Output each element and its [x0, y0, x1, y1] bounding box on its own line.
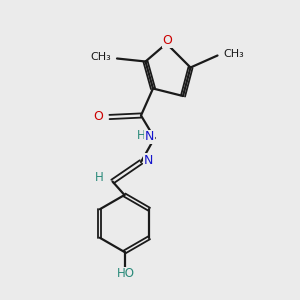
- Text: O: O: [93, 110, 103, 124]
- Text: N: N: [145, 130, 154, 143]
- Text: H: H: [137, 129, 146, 142]
- Text: H: H: [95, 171, 104, 184]
- Text: O: O: [162, 34, 172, 47]
- Text: N: N: [144, 154, 153, 167]
- Text: CH₃: CH₃: [90, 52, 111, 62]
- Text: CH₃: CH₃: [224, 49, 244, 59]
- Text: HO: HO: [117, 267, 135, 280]
